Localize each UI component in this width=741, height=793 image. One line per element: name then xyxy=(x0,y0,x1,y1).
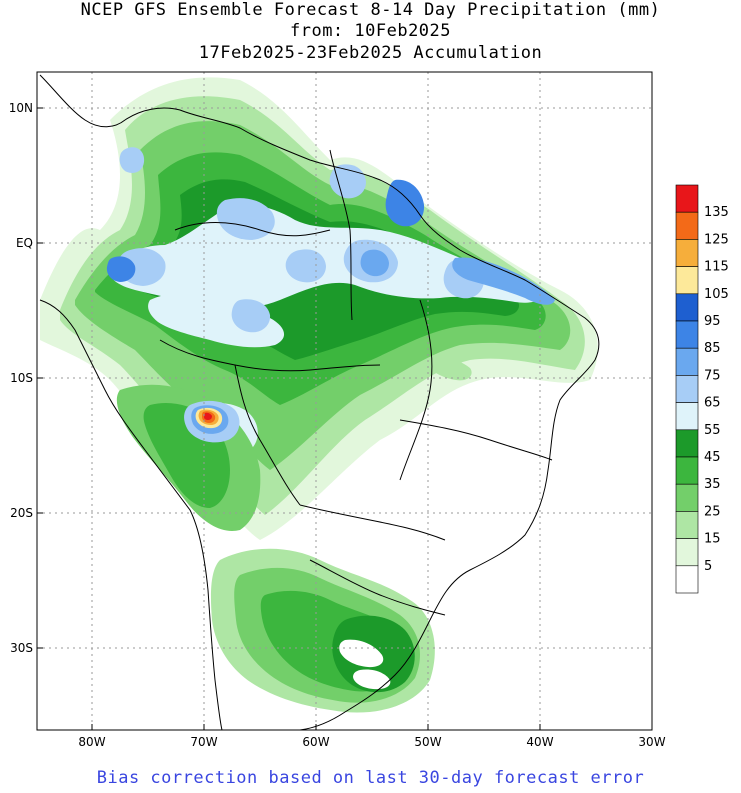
legend-label: 15 xyxy=(704,532,721,547)
lon-label: 60W xyxy=(302,735,329,749)
legend-swatch xyxy=(675,293,699,322)
precipitation-field xyxy=(40,77,598,713)
lat-label: EQ xyxy=(16,236,33,250)
lon-label: 80W xyxy=(78,735,105,749)
lat-label: 30S xyxy=(10,641,33,655)
legend-swatch xyxy=(675,565,699,594)
map-frame-border xyxy=(36,71,653,731)
legend-label: 65 xyxy=(704,396,721,411)
bias-correction-note: Bias correction based on last 30-day for… xyxy=(96,768,645,788)
lon-label: 70W xyxy=(190,735,217,749)
legend-swatch xyxy=(675,511,699,539)
legend-label: 45 xyxy=(704,450,721,465)
legend-label: 55 xyxy=(704,423,721,438)
lat-label: 10S xyxy=(10,371,33,385)
map-title-line-2: from: 10Feb2025 xyxy=(289,21,452,41)
lon-label: 50W xyxy=(414,735,441,749)
legend-label: 95 xyxy=(704,314,721,329)
legend-swatch xyxy=(675,347,699,376)
map-title-line-1: NCEP GFS Ensemble Forecast 8-14 Day Prec… xyxy=(80,0,661,20)
legend-swatch xyxy=(675,538,699,567)
legend-swatch xyxy=(675,375,699,403)
legend-label: 5 xyxy=(704,559,712,574)
latitude-axis: 10N EQ 10S 20S 30S xyxy=(9,101,43,655)
legend-label: 85 xyxy=(704,341,721,356)
legend-colorbar: 135 125 115 105 95 85 75 65 55 45 35 25 15 5 xyxy=(675,184,729,594)
legend-swatch xyxy=(675,320,699,349)
lon-label: 30W xyxy=(638,735,665,749)
map-title-line-3: 17Feb2025-23Feb2025 Accumulation xyxy=(198,43,543,63)
legend-swatch xyxy=(675,456,699,485)
legend-label: 135 xyxy=(704,205,729,220)
longitude-axis: 80W 70W 60W 50W 40W 30W xyxy=(78,724,666,749)
legend-label: 25 xyxy=(704,504,721,519)
legend-label: 125 xyxy=(704,232,729,247)
legend-swatch xyxy=(675,184,699,213)
lon-label: 40W xyxy=(526,735,553,749)
legend-label: 105 xyxy=(704,287,729,302)
grid-lines xyxy=(37,72,652,730)
legend-swatch xyxy=(675,402,699,431)
legend-swatch xyxy=(675,239,699,267)
legend-label: 115 xyxy=(704,260,729,275)
legend-swatch xyxy=(675,211,699,240)
legend-swatch xyxy=(675,429,699,458)
legend-swatch xyxy=(675,483,699,512)
legend-swatch xyxy=(675,266,699,295)
legend-label: 75 xyxy=(704,368,721,383)
legend-label: 35 xyxy=(704,477,721,492)
coastlines-and-borders xyxy=(39,74,600,730)
lat-label: 20S xyxy=(10,506,33,520)
lat-label: 10N xyxy=(9,101,33,115)
